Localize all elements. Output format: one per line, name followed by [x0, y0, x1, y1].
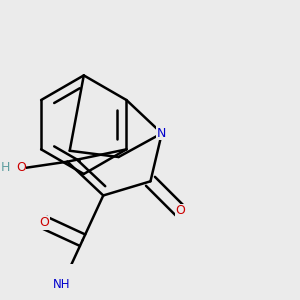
Text: H: H [1, 161, 10, 174]
Text: NH: NH [53, 278, 71, 291]
Text: O: O [40, 216, 50, 229]
Text: O: O [16, 161, 26, 174]
Text: N: N [157, 127, 167, 140]
Text: O: O [175, 204, 185, 218]
